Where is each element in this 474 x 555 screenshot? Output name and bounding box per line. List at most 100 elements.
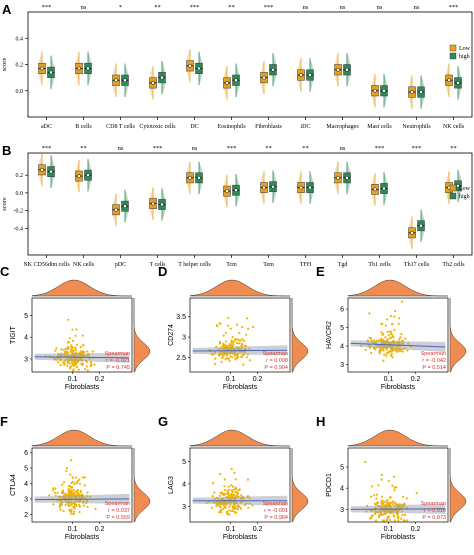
box-mean-point <box>308 185 312 190</box>
scatter-point <box>228 359 231 363</box>
box-mean-point <box>419 90 423 94</box>
scatter-point <box>374 519 377 522</box>
scatter-point <box>392 513 395 516</box>
y-tick-label: 5 <box>182 459 186 466</box>
scatter-point <box>236 508 240 511</box>
fit-line <box>34 356 130 359</box>
y-tick-label: 4 <box>24 481 28 488</box>
box-mean-point <box>40 66 44 71</box>
scatter-point <box>229 355 232 358</box>
scatter-point <box>218 354 221 357</box>
significance-label: *** <box>153 145 163 152</box>
density-top <box>347 279 448 297</box>
scatter-point <box>388 518 391 522</box>
scatter-point <box>375 497 378 500</box>
significance-label: * <box>119 4 122 11</box>
scatter-point <box>238 342 241 345</box>
significance-label: ns <box>340 4 346 11</box>
significance-label: *** <box>264 4 274 11</box>
panel-label-e: E <box>316 264 325 279</box>
scatter-point <box>368 336 371 339</box>
scatter-point <box>388 349 392 352</box>
scatter-point <box>406 349 409 352</box>
scatter-point <box>74 349 78 352</box>
scatter-point <box>90 363 93 366</box>
panel-label-g: G <box>158 414 168 429</box>
x-tick-label: NK CD56dim cells <box>23 262 70 268</box>
box-mean-point <box>262 75 266 80</box>
scatter-point <box>226 489 229 492</box>
scatter-point <box>364 348 367 351</box>
legend-swatch <box>449 192 457 200</box>
scatter-point <box>70 365 73 368</box>
x-tick-label: 0.2 <box>411 376 421 383</box>
scatter-point <box>78 510 81 514</box>
scatter-point <box>75 476 78 479</box>
scatter-point <box>397 517 400 520</box>
scatter-point <box>219 472 222 476</box>
scatter-point <box>84 368 87 371</box>
plot-frame <box>31 447 133 523</box>
scatter-point <box>370 351 373 354</box>
scatter-point <box>67 318 70 321</box>
scatter-point <box>391 484 394 487</box>
scatter-point <box>386 318 389 321</box>
scatter-point <box>71 362 74 365</box>
box-mean-point <box>86 173 90 178</box>
scatter-point <box>212 482 215 485</box>
box-mean-point <box>114 78 118 83</box>
significance-label: *** <box>449 4 459 11</box>
scatter-point <box>231 509 234 513</box>
scatter-point <box>71 369 75 372</box>
scatter-point <box>235 342 238 345</box>
scatter-point <box>240 494 243 497</box>
scatter-point <box>395 486 398 489</box>
x-tick-label: 0.1 <box>226 526 236 533</box>
box-mean-point <box>234 188 238 193</box>
scatter-point <box>393 501 397 504</box>
x-tick-label: B cells <box>75 124 92 130</box>
scatter-point <box>228 513 231 516</box>
scatter-point <box>223 504 226 508</box>
scatter-point <box>232 343 235 346</box>
significance-label: ns <box>340 145 346 152</box>
scatter-point <box>387 501 390 504</box>
scatter-point <box>382 338 385 342</box>
scatter-point <box>238 331 241 335</box>
scatter-point <box>221 507 225 510</box>
scatter-point <box>383 353 386 356</box>
scatter-point <box>384 336 387 339</box>
x-tick-label: Th1 cells <box>368 262 391 268</box>
scatter-point <box>230 341 233 344</box>
x-tick-label: aDC <box>41 124 52 130</box>
box-mean-point <box>86 66 90 71</box>
scatter-point <box>67 341 70 344</box>
stat-p: P = 0.514 <box>422 365 446 371</box>
box-mean-point <box>410 90 414 94</box>
scatter-point <box>231 335 234 339</box>
y-axis-label: score <box>1 197 8 211</box>
scatter-point <box>91 350 94 353</box>
x-tick-label: 0.2 <box>95 526 105 533</box>
x-tick-label: 0.2 <box>411 526 421 533</box>
box-mean-point <box>456 183 460 188</box>
scatter-point <box>223 506 227 509</box>
scatter-point <box>252 325 255 328</box>
scatter-point <box>62 489 65 492</box>
scatter-point <box>233 488 236 491</box>
scatter-point <box>368 312 371 315</box>
y-tick-label: 4 <box>182 481 186 488</box>
scatter-point <box>391 323 394 326</box>
scatter-point <box>227 493 230 496</box>
scatter-point <box>60 348 63 351</box>
panel-label-a: A <box>2 2 12 17</box>
significance-label: ns <box>192 145 198 152</box>
y-tick-label: 5 <box>340 325 344 332</box>
scatter-point <box>401 514 404 517</box>
scatter-point <box>54 349 57 352</box>
scatter-point <box>237 504 240 507</box>
x-axis-label: Fibroblasts <box>223 534 258 541</box>
y-tick-label: 6 <box>340 307 344 314</box>
